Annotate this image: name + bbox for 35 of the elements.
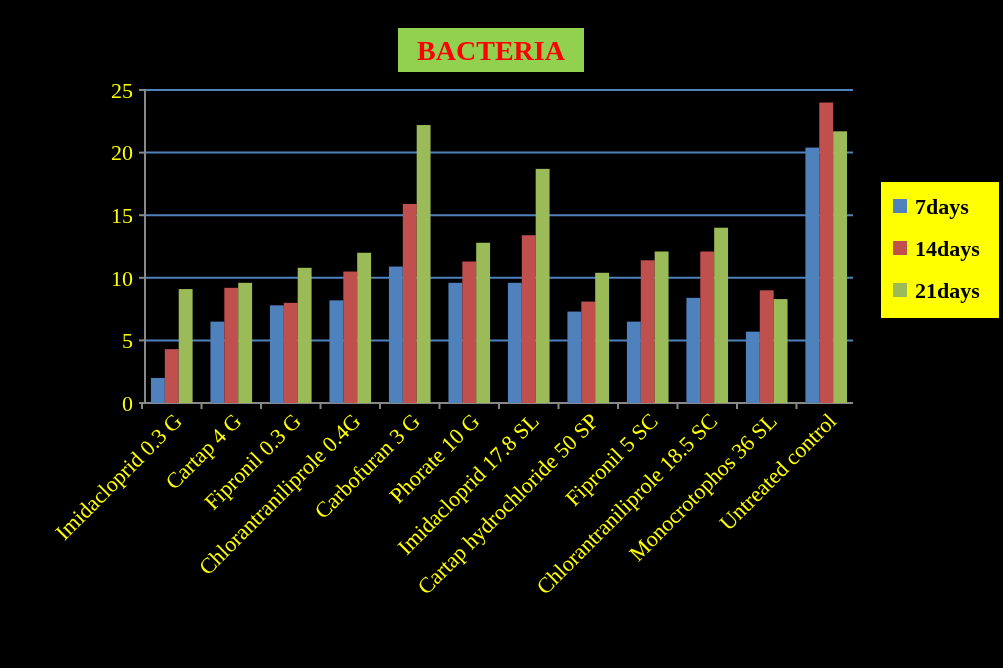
bar xyxy=(224,287,239,403)
bar xyxy=(357,252,372,403)
bar xyxy=(416,125,431,403)
bar xyxy=(238,282,253,403)
bar xyxy=(833,131,848,403)
bar xyxy=(819,102,834,403)
y-tick-label: 5 xyxy=(122,328,133,354)
bar xyxy=(535,168,550,403)
legend-label: 14days xyxy=(915,235,981,261)
bar xyxy=(150,377,165,403)
y-tick-label: 25 xyxy=(111,77,133,103)
y-tick-label: 15 xyxy=(111,202,133,228)
y-tick-label: 10 xyxy=(111,265,133,291)
bar xyxy=(521,235,536,403)
y-tick-label: 0 xyxy=(122,390,133,416)
bar xyxy=(178,289,193,403)
bar xyxy=(283,302,298,403)
legend-label: 21days xyxy=(915,277,981,303)
bar xyxy=(462,261,477,403)
bar xyxy=(297,267,312,403)
bar xyxy=(700,251,715,403)
bar xyxy=(343,271,358,403)
bar xyxy=(476,242,491,403)
y-tick-label: 20 xyxy=(111,140,133,166)
bar xyxy=(581,301,596,403)
bar xyxy=(164,349,179,403)
chart-title: BACTERIA xyxy=(417,35,566,66)
legend-label: 7days xyxy=(915,193,970,219)
bar xyxy=(640,260,655,403)
bar xyxy=(402,203,417,403)
bar xyxy=(773,299,788,403)
bar xyxy=(759,290,774,403)
bar xyxy=(654,251,669,403)
bar xyxy=(714,227,729,403)
bar xyxy=(595,272,610,403)
